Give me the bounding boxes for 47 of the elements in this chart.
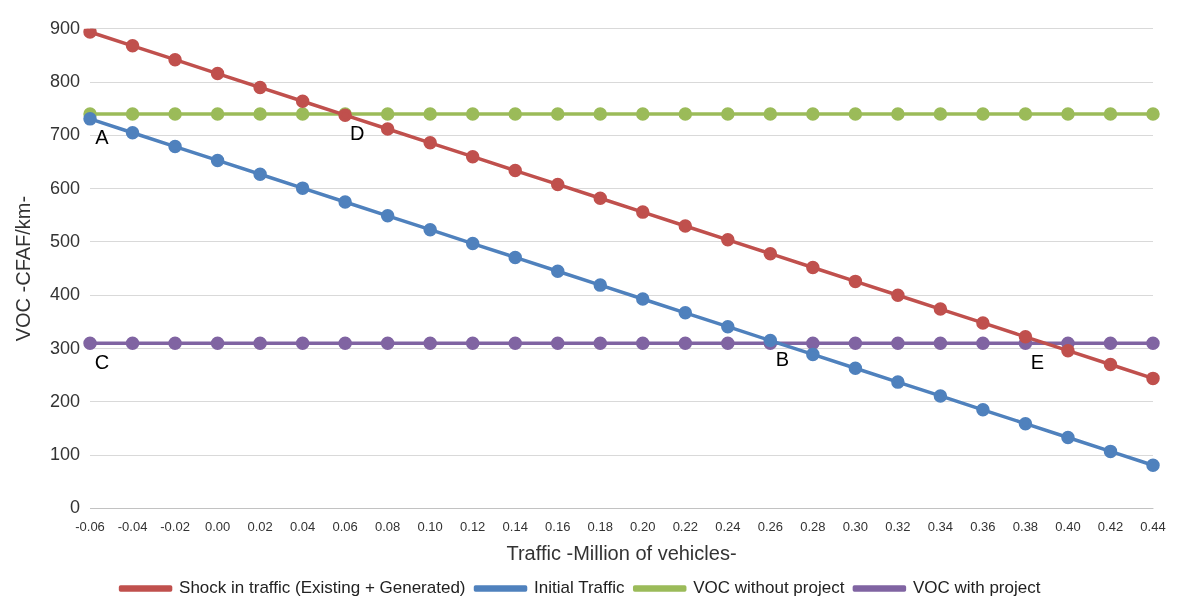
y-tick-label: 600	[49, 177, 81, 198]
x-tick-label: 0.24	[715, 518, 741, 534]
x-tick-label: 0.16	[545, 518, 571, 534]
annotation: A	[95, 126, 110, 149]
x-tick-label: 0.38	[1012, 518, 1039, 534]
x-tick-label: 0.08	[375, 518, 401, 534]
y-tick-label: 200	[49, 390, 81, 411]
x-tick-label: 0.42	[1097, 518, 1124, 534]
x-tick-label: 0.04	[289, 518, 316, 534]
annotation: B	[775, 348, 789, 371]
x-tick-label: 0.18	[587, 518, 613, 534]
x-tick-label: 0.44	[1140, 518, 1166, 534]
legend-label: Shock in traffic (Existing + Generated)	[179, 578, 466, 598]
annotation: D	[349, 121, 365, 144]
x-axis-title: Traffic -Million of vehicles-	[506, 541, 737, 564]
y-tick-label: 700	[49, 124, 81, 145]
x-tick-label: 0.14	[502, 518, 528, 534]
y-tick-label: 400	[49, 284, 81, 305]
y-tick-label: 0	[70, 497, 81, 518]
x-tick-label: -0.06	[75, 518, 105, 534]
y-axis-title: VOC -CFAF/km-	[11, 195, 34, 342]
x-tick-label: 0.06	[332, 518, 358, 534]
x-tick-label: -0.04	[117, 518, 148, 534]
y-tick-label: 500	[49, 230, 81, 251]
y-tick-label: 800	[49, 71, 81, 92]
x-tick-label: 0.36	[970, 518, 996, 534]
y-tick-label: 100	[49, 444, 81, 465]
x-tick-label: -0.02	[160, 518, 190, 534]
y-tick-label: 300	[49, 337, 81, 358]
x-tick-label: 0.26	[757, 518, 783, 534]
x-tick-label: 0.34	[927, 518, 954, 534]
annotation: E	[1030, 350, 1045, 373]
x-tick-label: 0.28	[800, 518, 826, 534]
x-tick-label: 0.02	[247, 518, 273, 534]
y-tick-label: 900	[49, 17, 81, 38]
legend-label: VOC without project	[693, 578, 845, 598]
x-tick-label: 0.20	[630, 518, 656, 534]
x-tick-label: 0.00	[204, 518, 231, 534]
x-tick-label: 0.10	[417, 518, 443, 534]
x-tick-label: 0.32	[885, 518, 911, 534]
annotation: C	[94, 350, 110, 373]
x-tick-label: 0.30	[842, 518, 869, 534]
legend-label: VOC with project	[912, 578, 1041, 598]
x-tick-label: 0.40	[1055, 518, 1081, 534]
legend-label: Initial Traffic	[534, 578, 625, 598]
x-tick-label: 0.22	[672, 518, 698, 534]
x-tick-label: 0.12	[460, 518, 486, 534]
